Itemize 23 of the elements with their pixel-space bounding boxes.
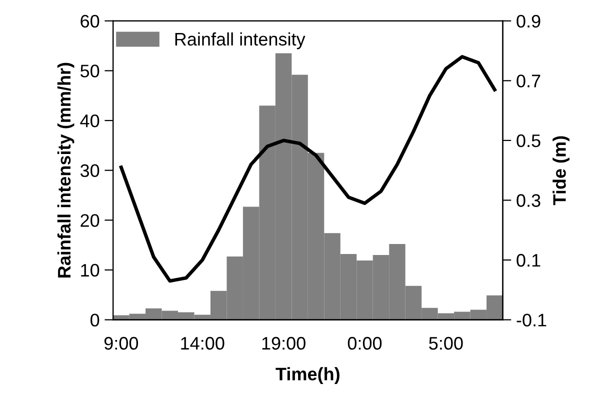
x-tick-label: 5:00 (429, 336, 463, 350)
x-axis-title: Time(h) (276, 367, 340, 384)
x-tick-label: 0:00 (348, 336, 382, 350)
y2-tick-label: 0.9 (516, 14, 540, 28)
y2-tick-label: -0.1 (516, 314, 546, 326)
x-tick-label: 19:00 (262, 336, 306, 350)
y-tick-label: 40 (80, 114, 100, 128)
y2-tick-label: 0.1 (516, 254, 540, 267)
y-tick-label: 0 (90, 314, 100, 326)
x-tick-label: 9:00 (104, 336, 138, 350)
y2-tick-label: 0.5 (516, 134, 540, 148)
line-series (119, 55, 496, 283)
y2-axis-title: Tide (m) (552, 136, 570, 206)
y-tick-label: 20 (80, 214, 100, 227)
y-tick-label: 30 (80, 164, 100, 178)
x-tick-label: 14:00 (181, 336, 224, 350)
y2-tick-label: 0.7 (516, 74, 540, 88)
y-tick-label: 10 (81, 264, 100, 277)
y-axis-title: Rainfall intensity (mm/hr) (57, 62, 74, 278)
y2-tick-label: 0.3 (516, 194, 540, 207)
legend-label: Rainfall intensity (175, 32, 306, 50)
y-tick-label: 50 (80, 64, 100, 78)
y-tick-label: 60 (80, 14, 100, 28)
